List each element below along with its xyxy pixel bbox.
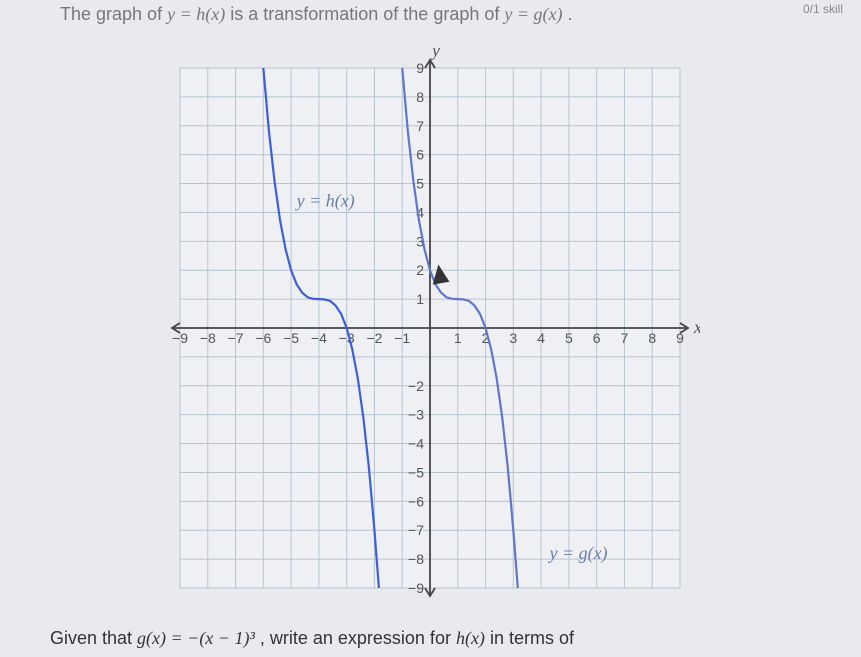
y-tick-label: −9 — [408, 580, 424, 596]
footer-eq: g(x) = −(x − 1)³ — [137, 628, 255, 648]
prompt-text: . — [568, 4, 573, 24]
y-tick-label: −8 — [408, 551, 424, 567]
y-tick-label: 7 — [416, 118, 424, 134]
x-tick-label: 9 — [676, 330, 684, 346]
y-tick-label: 6 — [416, 147, 424, 163]
x-tick-label: 8 — [648, 330, 656, 346]
x-tick-label: 3 — [509, 330, 517, 346]
footer-text: , write an expression for — [260, 628, 456, 648]
y-tick-label: 1 — [416, 291, 424, 307]
x-tick-label: 4 — [537, 330, 545, 346]
prompt-eq1: y = h(x) — [167, 4, 225, 24]
x-tick-label: −1 — [394, 330, 410, 346]
x-tick-label: 7 — [621, 330, 629, 346]
x-tick-label: 6 — [593, 330, 601, 346]
y-tick-label: −5 — [408, 464, 424, 480]
graph-panel: −9 −8 −7 −6 −5 −4 −3 −2 −1 1 2 3 4 5 6 7 8 9 −9 −8 −7 −6 −5 −4 −… — [160, 48, 700, 608]
prompt-text: is a transformation of the graph of — [230, 4, 504, 24]
question-prompt: The graph of y = h(x) is a transformatio… — [60, 4, 573, 25]
y-tick-label: 9 — [416, 60, 424, 76]
x-tick-label: 1 — [454, 330, 462, 346]
footer-hx: h(x) — [456, 628, 485, 648]
curve-label-g: y = g(x) — [547, 543, 607, 564]
x-tick-label: 5 — [565, 330, 573, 346]
footer-text: in terms of — [490, 628, 574, 648]
coordinate-plane: −9 −8 −7 −6 −5 −4 −3 −2 −1 1 2 3 4 5 6 7 8 9 −9 −8 −7 −6 −5 −4 −… — [160, 48, 700, 608]
y-tick-label: −2 — [408, 378, 424, 394]
x-tick-label: −2 — [366, 330, 382, 346]
y-tick-label: 2 — [416, 262, 424, 278]
footer-text: Given that — [50, 628, 137, 648]
y-tick-label: −4 — [408, 436, 424, 452]
x-tick-label: −7 — [228, 330, 244, 346]
x-tick-label: −9 — [172, 330, 188, 346]
y-tick-label: −7 — [408, 522, 424, 538]
y-tick-label: −3 — [408, 407, 424, 423]
x-axis-label: x — [693, 317, 700, 337]
y-tick-label: −6 — [408, 493, 424, 509]
x-tick-label: −5 — [283, 330, 299, 346]
y-tick-label: 5 — [416, 176, 424, 192]
x-tick-label: −6 — [255, 330, 271, 346]
y-axis-label: y — [430, 48, 440, 60]
prompt-text: The graph of — [60, 4, 167, 24]
curve-label-h: y = h(x) — [295, 191, 355, 212]
x-tick-label: −4 — [311, 330, 327, 346]
skill-counter: 0/1 skill — [803, 2, 843, 16]
x-tick-label: −8 — [200, 330, 216, 346]
prompt-eq2: y = g(x) — [504, 4, 562, 24]
question-footer: Given that g(x) = −(x − 1)³ , write an e… — [50, 628, 574, 649]
y-tick-label: 8 — [416, 89, 424, 105]
